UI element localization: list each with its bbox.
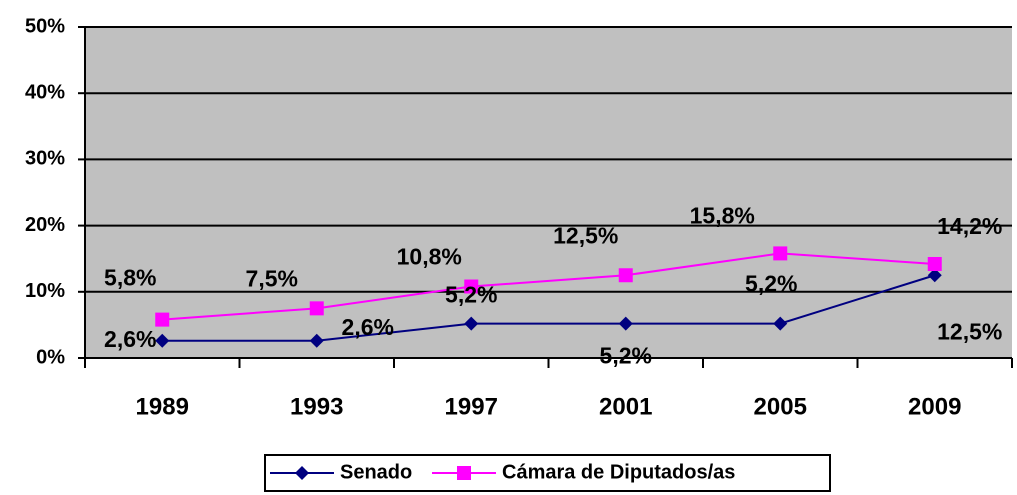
y-tick-label: 0% — [36, 346, 65, 368]
point-marker — [155, 312, 170, 327]
data-label: 12,5% — [553, 222, 618, 248]
x-tick-label: 1989 — [136, 393, 189, 420]
y-tick-label: 10% — [25, 280, 65, 302]
point-marker — [309, 301, 324, 316]
point-marker — [618, 316, 633, 331]
legend-box — [264, 454, 831, 492]
legend-marker — [457, 466, 471, 480]
data-label: 2,6% — [104, 326, 156, 352]
x-tick-label: 2001 — [599, 393, 652, 420]
point-marker — [309, 333, 324, 348]
x-tick-label: 1993 — [290, 393, 343, 420]
data-label: 10,8% — [397, 244, 462, 270]
data-label: 15,8% — [690, 202, 755, 228]
data-label: 5,2% — [445, 282, 497, 308]
point-marker — [464, 316, 479, 331]
series-line — [162, 252, 935, 321]
point-marker — [464, 279, 479, 294]
data-label: 5,2% — [600, 343, 652, 369]
point-marker — [773, 246, 788, 261]
y-tick-label: 20% — [25, 214, 65, 236]
series-line — [162, 274, 936, 342]
data-label: 5,2% — [745, 271, 797, 297]
y-tick-label: 50% — [25, 15, 65, 37]
legend-label: Cámara de Diputados/as — [502, 461, 735, 483]
legend-marker — [295, 466, 309, 480]
point-marker — [927, 256, 942, 271]
x-tick-label: 1997 — [445, 393, 498, 420]
data-label: 7,5% — [246, 265, 298, 291]
point-marker — [618, 268, 633, 283]
x-tick-label: 2009 — [908, 393, 961, 420]
data-label: 12,5% — [937, 318, 1002, 344]
point-marker — [927, 268, 942, 283]
plot-area — [85, 27, 1012, 358]
legend-label: Senado — [340, 461, 412, 483]
data-label: 2,6% — [342, 314, 394, 340]
point-marker — [773, 316, 788, 331]
data-label: 5,8% — [104, 265, 156, 291]
y-tick-label: 30% — [25, 148, 65, 170]
y-tick-label: 40% — [25, 81, 65, 103]
point-marker — [155, 333, 170, 348]
data-label: 14,2% — [937, 213, 1002, 239]
x-tick-label: 2005 — [754, 393, 807, 420]
